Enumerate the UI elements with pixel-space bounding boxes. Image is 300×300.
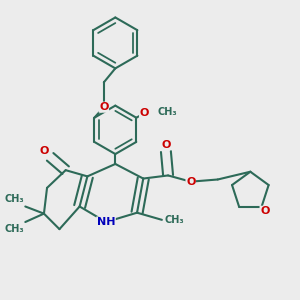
- Text: CH₃: CH₃: [4, 224, 24, 235]
- Text: CH₃: CH₃: [4, 194, 24, 204]
- Text: CH₃: CH₃: [157, 106, 177, 116]
- Text: O: O: [260, 206, 269, 216]
- Text: CH₃: CH₃: [165, 215, 184, 225]
- Text: NH: NH: [97, 217, 115, 227]
- Text: O: O: [140, 108, 149, 118]
- Text: O: O: [161, 140, 171, 150]
- Text: O: O: [186, 177, 195, 187]
- Text: O: O: [99, 102, 109, 112]
- Text: O: O: [40, 146, 49, 156]
